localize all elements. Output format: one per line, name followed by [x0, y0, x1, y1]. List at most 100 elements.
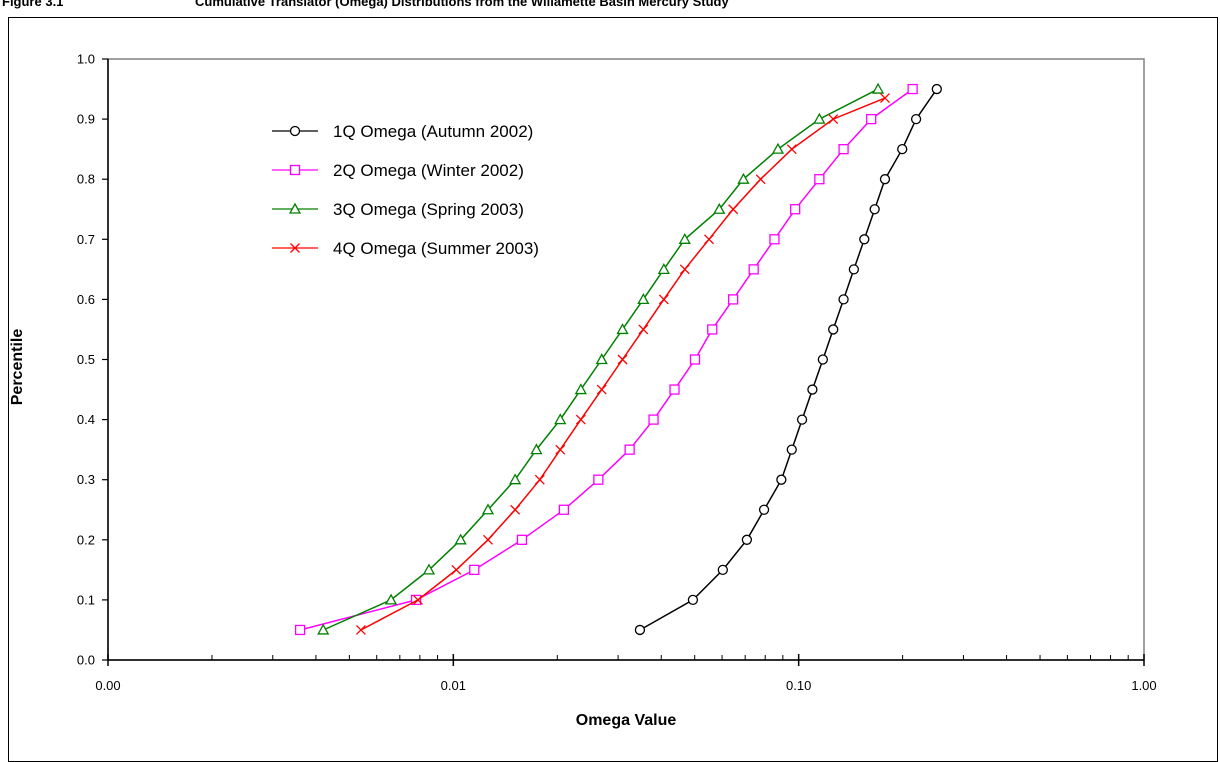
data-point	[410, 594, 422, 606]
legend-label: 2Q Omega (Winter 2002)	[333, 161, 524, 180]
data-point	[741, 534, 753, 545]
x-tick-label: 0.00	[95, 678, 120, 693]
data-point	[871, 82, 885, 94]
y-tick-label: 0.9	[77, 112, 95, 127]
data-point	[638, 324, 649, 335]
data-point	[483, 534, 493, 545]
y-axis: 0.0 0.1 0.2 0.3 0.4 0.5 0.6 0.7 0.8 0.9 1.0	[77, 52, 109, 668]
figure-header: Figure 3.1 Cumulative Translator (Omega)…	[0, 0, 1220, 9]
data-point	[555, 444, 566, 455]
data-point	[669, 384, 680, 395]
data-point	[574, 383, 587, 395]
series-group	[294, 82, 942, 636]
data-point	[707, 324, 718, 335]
legend-marker	[290, 243, 300, 253]
data-point	[637, 293, 650, 305]
data-point	[869, 204, 880, 215]
data-point	[786, 444, 797, 455]
data-point	[317, 623, 330, 635]
legend-item: 4Q Omega (Summer 2003)	[272, 239, 539, 258]
y-axis-title: Percentile	[9, 329, 26, 406]
data-point	[679, 264, 690, 275]
plot-area	[107, 58, 1145, 661]
data-point	[771, 142, 785, 154]
data-point	[807, 384, 818, 395]
legend-marker	[288, 202, 302, 214]
data-point	[384, 593, 398, 605]
data-point	[510, 504, 521, 515]
y-tick-label: 0.8	[77, 172, 95, 187]
data-point	[880, 93, 890, 104]
data-point	[907, 83, 918, 95]
data-point	[658, 294, 669, 305]
data-point	[758, 504, 770, 515]
x-tick-label: 0.10	[786, 678, 811, 693]
data-point	[704, 234, 714, 245]
legend-marker	[289, 164, 301, 176]
y-tick-label: 0.1	[77, 592, 95, 607]
data-point	[422, 563, 436, 575]
data-point	[648, 414, 659, 425]
data-point	[897, 143, 908, 155]
series-4	[355, 93, 890, 635]
data-point	[931, 83, 942, 95]
data-point	[828, 114, 839, 125]
data-point	[796, 414, 808, 425]
data-point	[617, 354, 628, 365]
data-point	[687, 594, 699, 606]
legend-label: 4Q Omega (Summer 2003)	[333, 239, 539, 258]
data-point	[454, 533, 467, 545]
legend-label: 3Q Omega (Spring 2003)	[333, 200, 524, 219]
data-point	[516, 534, 528, 545]
data-point	[755, 174, 766, 185]
data-point	[596, 384, 607, 395]
legend-marker	[289, 125, 301, 137]
data-point	[859, 234, 870, 245]
data-point	[879, 174, 891, 185]
data-point	[828, 324, 839, 335]
data-point	[634, 624, 646, 636]
data-point	[595, 353, 608, 365]
data-point	[769, 234, 780, 245]
y-tick-label: 0.7	[77, 232, 95, 247]
data-point	[727, 294, 739, 305]
series-line	[639, 88, 938, 631]
data-point	[737, 172, 750, 184]
data-point	[776, 474, 787, 485]
data-point	[910, 113, 922, 125]
series-1	[634, 83, 942, 636]
data-point	[481, 503, 495, 515]
data-point	[813, 112, 826, 124]
data-point	[866, 113, 877, 125]
data-point	[355, 624, 366, 635]
x-axis: 0.00 0.01 0.10 1.00	[95, 654, 1157, 693]
data-point	[848, 264, 860, 275]
data-point	[689, 354, 701, 365]
figure-title: Cumulative Translator (Omega) Distributi…	[195, 0, 729, 9]
data-point	[748, 264, 759, 275]
data-point	[530, 443, 543, 455]
series-2	[294, 83, 918, 636]
legend-item: 3Q Omega (Spring 2003)	[272, 200, 524, 219]
legend: 1Q Omega (Autumn 2002) 2Q Omega (Winter 2…	[272, 122, 539, 258]
x-axis-title: Omega Value	[576, 712, 677, 729]
x-tick-label: 0.01	[441, 678, 466, 693]
y-tick-label: 0.4	[77, 412, 95, 427]
data-point	[616, 323, 629, 335]
y-tick-label: 0.2	[77, 532, 95, 547]
figure-label: Figure 3.1	[2, 0, 64, 9]
y-tick-label: 1.0	[77, 52, 95, 67]
data-point	[624, 444, 635, 455]
data-point	[294, 624, 306, 636]
data-point	[814, 174, 825, 185]
data-point	[717, 564, 728, 575]
y-tick-label: 0.0	[77, 653, 95, 668]
data-point	[790, 204, 801, 215]
y-tick-label: 0.3	[77, 472, 95, 487]
data-point	[817, 354, 829, 365]
x-tick-label: 1.00	[1131, 678, 1156, 693]
legend-item: 2Q Omega (Winter 2002)	[272, 161, 524, 180]
data-point	[469, 564, 480, 575]
data-point	[728, 204, 739, 215]
data-point	[558, 504, 570, 515]
